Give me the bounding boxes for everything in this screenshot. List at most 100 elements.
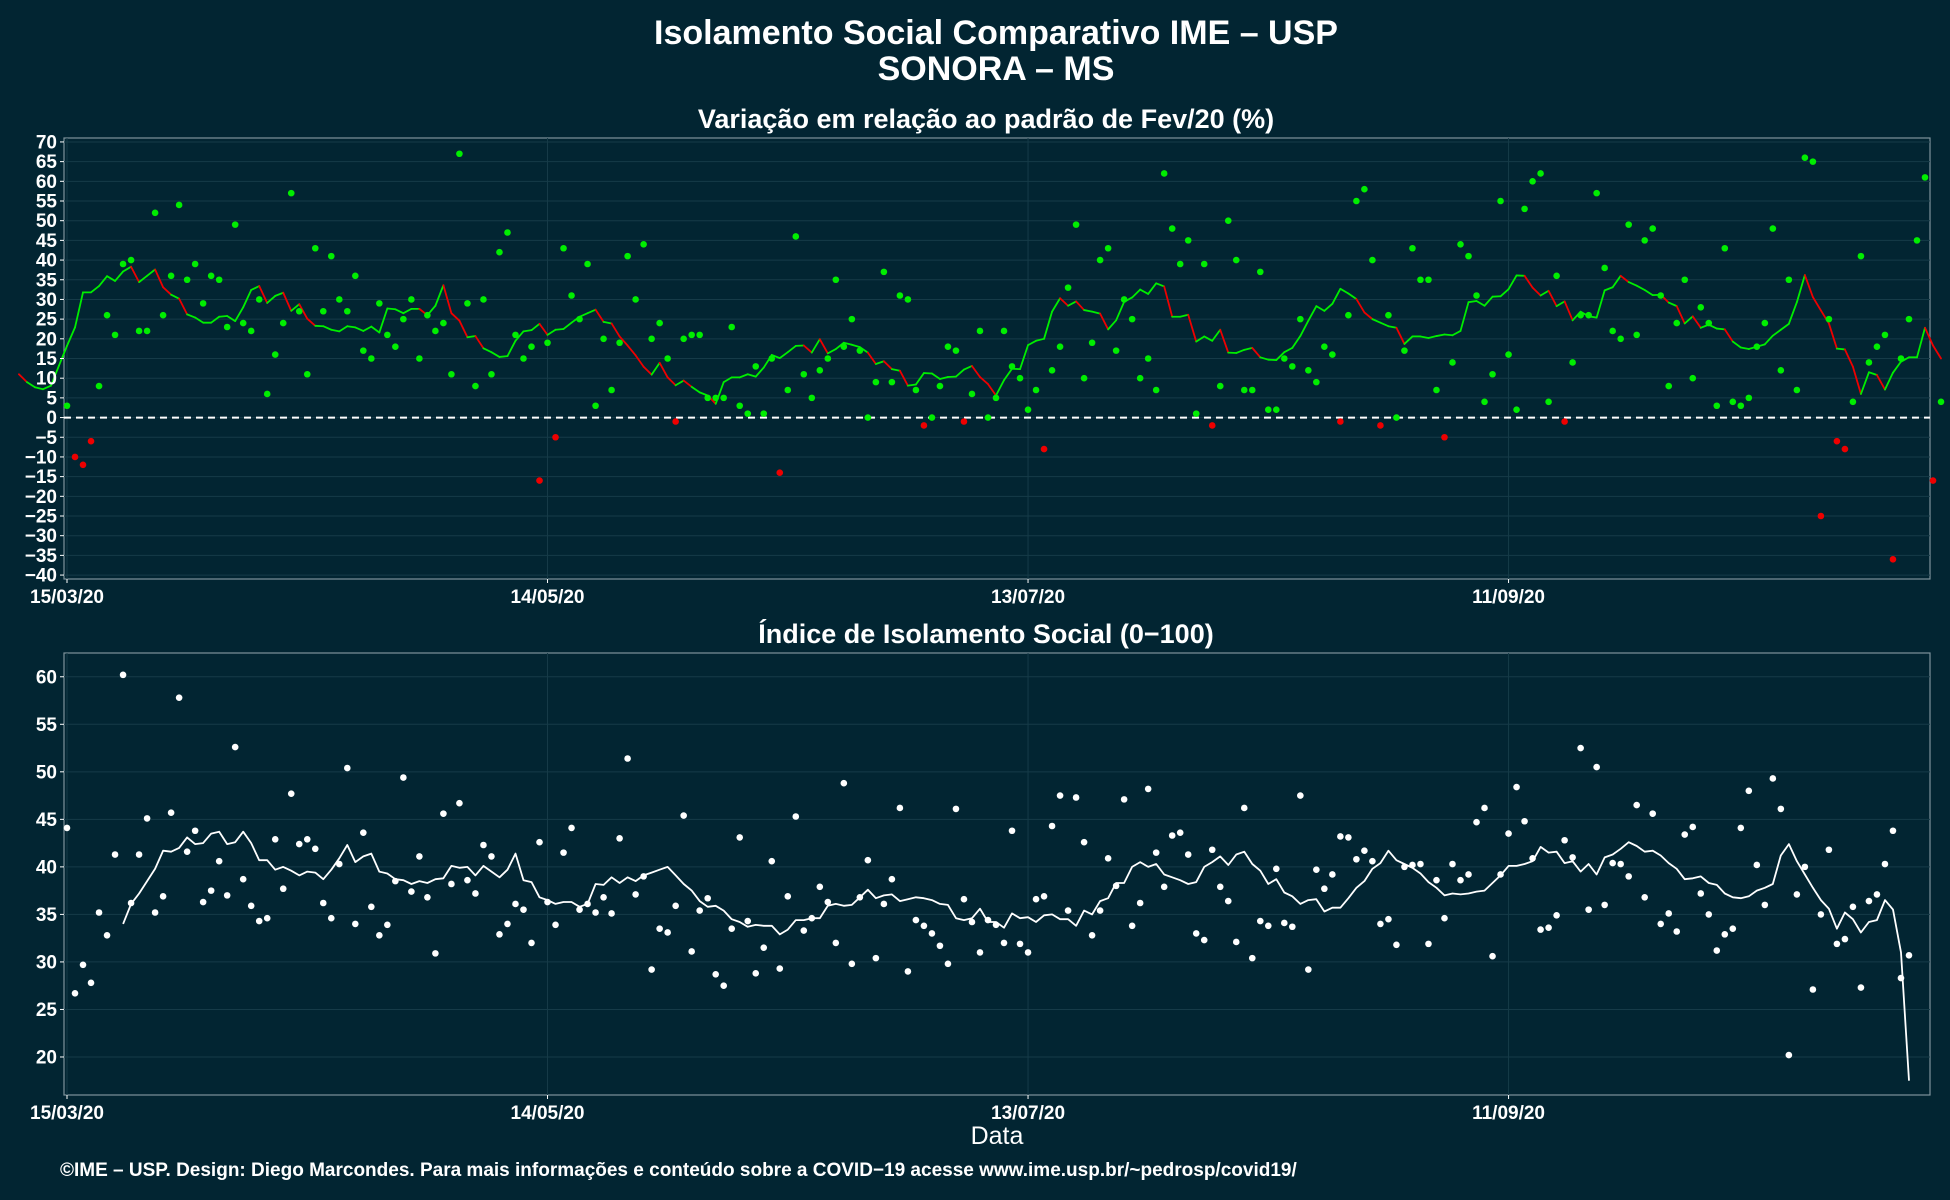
- moving-average-segment: [466, 335, 477, 339]
- variation-point: [1817, 512, 1825, 520]
- moving-average-segment: [818, 338, 829, 355]
- moving-average-segment: [170, 293, 181, 300]
- variation-point: [215, 276, 223, 284]
- variation-point: [1216, 382, 1224, 390]
- moving-average-segment: [1275, 351, 1286, 361]
- index-point: [720, 982, 728, 989]
- moving-average-segment: [1339, 287, 1350, 295]
- index-point: [952, 805, 960, 813]
- y-tick-label: 30: [36, 952, 57, 973]
- index-point: [1064, 907, 1072, 914]
- y-tick-label: 20: [36, 329, 57, 350]
- index-point: [672, 902, 679, 910]
- variation-point: [1329, 351, 1336, 358]
- moving-average-segment: [1795, 274, 1806, 304]
- index-point: [159, 893, 167, 900]
- variation-point: [311, 244, 319, 252]
- index-point: [480, 841, 487, 849]
- index-point: [1112, 882, 1120, 890]
- variation-point: [127, 256, 135, 264]
- index-point: [384, 921, 391, 929]
- index-point: [1281, 919, 1288, 927]
- index-point: [960, 895, 968, 903]
- index-point: [416, 853, 423, 860]
- variation-point: [1393, 414, 1400, 421]
- index-point: [488, 853, 495, 860]
- moving-average-segment: [1051, 297, 1061, 313]
- index-point: [1433, 876, 1440, 884]
- y-tick-label: −10: [25, 447, 57, 468]
- index-point: [1297, 792, 1304, 799]
- figure-title: Isolamento Social Comparativo IME – USP: [654, 14, 1338, 52]
- moving-average-segment: [218, 315, 229, 318]
- index-point: [127, 899, 135, 907]
- index-point: [1865, 897, 1873, 905]
- index-point: [327, 914, 335, 922]
- moving-average-segment: [1235, 348, 1246, 354]
- variation-point: [424, 311, 431, 319]
- index-point: [1425, 940, 1432, 948]
- index-point: [976, 949, 984, 956]
- variation-point: [840, 343, 848, 350]
- moving-average-segment: [274, 291, 285, 297]
- variation-point: [832, 276, 840, 284]
- index-point: [1393, 941, 1400, 949]
- index-point: [624, 755, 631, 762]
- moving-average-segment: [1739, 346, 1750, 350]
- y-tick-label: −25: [25, 507, 58, 528]
- index-point: [1056, 792, 1064, 799]
- variation-point: [1897, 355, 1905, 362]
- moving-average-segment: [378, 307, 389, 334]
- index-point: [584, 900, 591, 908]
- moving-average-segment: [186, 313, 197, 319]
- index-point: [664, 929, 671, 936]
- moving-average-segment: [1635, 284, 1646, 291]
- y-tick-label: 65: [36, 152, 58, 173]
- moving-average-segment: [931, 372, 941, 380]
- variation-point: [1545, 398, 1552, 406]
- variation-point: [1273, 406, 1280, 413]
- variation-point: [640, 241, 647, 248]
- variation-point: [119, 260, 127, 268]
- moving-average-segment: [1427, 335, 1438, 339]
- moving-average-segment: [1307, 305, 1318, 322]
- moving-average-segment: [130, 265, 140, 284]
- moving-average-segment: [1323, 302, 1334, 312]
- index-point: [888, 875, 896, 883]
- moving-average-segment: [890, 368, 901, 372]
- moving-average-segment: [642, 365, 653, 376]
- index-point: [1329, 871, 1336, 878]
- moving-average-segment: [1523, 274, 1534, 289]
- index-point: [560, 849, 567, 856]
- variation-point: [151, 209, 159, 217]
- index-point: [968, 918, 976, 926]
- moving-average-segment: [866, 351, 877, 365]
- moving-average-segment: [1019, 344, 1029, 371]
- variation-point: [1064, 284, 1072, 291]
- index-point: [656, 925, 663, 932]
- variation-point: [1080, 374, 1088, 382]
- index-point: [608, 910, 615, 917]
- moving-average-segment: [1387, 325, 1398, 329]
- variation-point: [1072, 221, 1080, 228]
- variation-point: [1649, 225, 1657, 232]
- variation-point: [1297, 315, 1304, 323]
- variation-point: [1721, 244, 1729, 252]
- variation-point: [1889, 556, 1897, 563]
- index-point: [287, 790, 295, 797]
- variation-point: [1208, 422, 1216, 429]
- y-tick-label: 20: [36, 1047, 57, 1068]
- variation-point: [896, 292, 904, 299]
- variation-point: [664, 355, 671, 362]
- y-tick-label: 60: [36, 667, 57, 688]
- index-point: [544, 898, 551, 906]
- index-point: [920, 922, 928, 930]
- moving-average-segment: [1451, 330, 1462, 337]
- variation-point: [416, 355, 423, 362]
- moving-average-segment: [554, 328, 565, 331]
- variation-point: [1088, 339, 1096, 347]
- index-point: [1793, 891, 1801, 898]
- moving-average-segment: [722, 376, 733, 384]
- variation-point: [1689, 374, 1697, 382]
- moving-average-segment: [1683, 315, 1694, 325]
